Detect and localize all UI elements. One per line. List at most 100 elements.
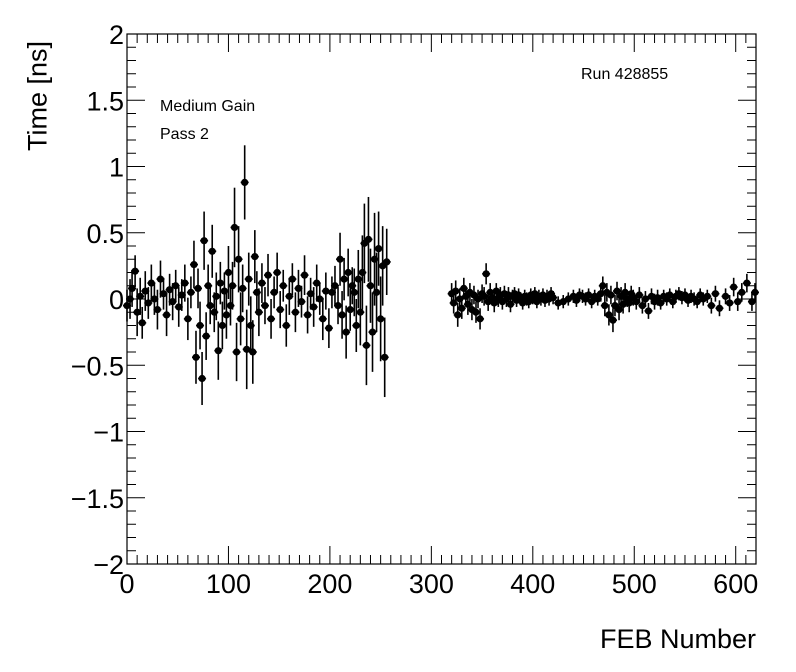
data-point xyxy=(273,268,281,277)
data-point xyxy=(585,291,593,299)
data-point xyxy=(647,292,656,300)
data-point xyxy=(356,308,364,316)
y-tick-label: −0.5 xyxy=(71,351,124,381)
data-point xyxy=(619,300,627,308)
data-point xyxy=(641,295,650,303)
data-point xyxy=(200,237,208,245)
data-point xyxy=(381,353,389,361)
data-point xyxy=(588,298,596,306)
x-tick-label: 200 xyxy=(307,569,352,599)
data-point xyxy=(482,270,490,278)
data-point xyxy=(245,275,253,283)
data-point xyxy=(328,288,336,296)
data-point xyxy=(707,302,715,310)
data-point xyxy=(549,294,557,302)
data-point xyxy=(632,298,640,306)
data-point xyxy=(294,284,303,292)
data-point xyxy=(352,321,360,330)
data-point xyxy=(313,279,321,287)
data-point xyxy=(267,315,275,323)
data-point xyxy=(358,268,366,277)
data-point xyxy=(206,302,214,310)
data-point xyxy=(138,319,146,327)
data-point xyxy=(342,328,350,336)
y-tick-label: −1 xyxy=(93,418,124,448)
x-tick-label: 100 xyxy=(206,569,251,599)
y-tick-label: 0 xyxy=(109,285,124,315)
x-axis-title: FEB Number xyxy=(599,624,756,654)
data-point xyxy=(726,299,734,307)
data-point xyxy=(506,300,515,308)
data-point xyxy=(657,299,665,307)
data-point xyxy=(644,307,653,315)
data-point xyxy=(346,306,354,314)
y-tick-label: 1 xyxy=(109,153,124,183)
data-point xyxy=(599,282,607,290)
data-point xyxy=(156,275,165,283)
data-point xyxy=(253,288,261,296)
data-point xyxy=(693,298,701,306)
data-point xyxy=(666,291,674,299)
data-point xyxy=(653,294,662,302)
data-point xyxy=(196,321,204,330)
data-point xyxy=(476,315,484,323)
data-point xyxy=(285,292,293,300)
data-point xyxy=(334,302,342,310)
data-point xyxy=(234,255,243,263)
data-point xyxy=(325,324,333,332)
data-point xyxy=(159,290,168,298)
x-tick-label: 400 xyxy=(510,569,555,599)
data-point xyxy=(319,315,327,323)
data-point xyxy=(372,288,381,296)
data-point xyxy=(204,282,212,290)
data-point xyxy=(370,255,379,263)
y-tick-label: 2 xyxy=(109,20,124,50)
x-tick-label: 600 xyxy=(713,569,758,599)
data-point xyxy=(480,292,488,300)
data-point xyxy=(264,271,272,279)
data-point xyxy=(456,295,464,303)
data-point xyxy=(126,295,134,303)
data-point xyxy=(184,315,192,323)
data-point xyxy=(338,311,346,319)
data-point xyxy=(307,290,315,298)
data-point xyxy=(454,311,462,319)
data-point xyxy=(474,295,482,303)
data-point xyxy=(669,298,677,306)
data-point xyxy=(276,306,284,314)
data-point xyxy=(153,306,162,314)
data-point xyxy=(452,287,460,295)
data-point xyxy=(198,374,206,383)
data-point xyxy=(210,308,218,316)
data-point xyxy=(354,275,362,283)
data-point xyxy=(237,315,245,323)
data-point xyxy=(703,292,711,300)
x-tick-label: 300 xyxy=(409,569,454,599)
data-point xyxy=(232,348,241,356)
data-point xyxy=(239,284,247,292)
data-point xyxy=(638,302,646,310)
data-point xyxy=(216,279,224,287)
axis-tick-labels: 0 100 200 300 400 500 600 −2 −1.5 −1 −0.5 0 0.5 1 1.5 2 xyxy=(71,20,759,599)
data-point xyxy=(282,321,290,330)
data-point xyxy=(241,178,249,186)
data-point xyxy=(261,302,269,310)
data-point xyxy=(715,304,724,312)
data-point xyxy=(344,268,352,277)
data-point xyxy=(144,299,152,307)
data-point xyxy=(472,308,480,316)
data-point xyxy=(270,288,278,296)
data-point xyxy=(172,282,180,290)
data-point xyxy=(322,287,330,295)
data-point xyxy=(609,316,617,324)
data-point xyxy=(218,321,226,330)
data-point xyxy=(190,260,198,269)
y-tick-label: −1.5 xyxy=(71,484,124,514)
data-point xyxy=(316,295,324,303)
data-point xyxy=(214,347,222,355)
y-tick-label: 1.5 xyxy=(86,86,124,116)
data-point xyxy=(212,292,220,300)
data-point xyxy=(123,302,131,310)
data-point xyxy=(224,268,233,277)
